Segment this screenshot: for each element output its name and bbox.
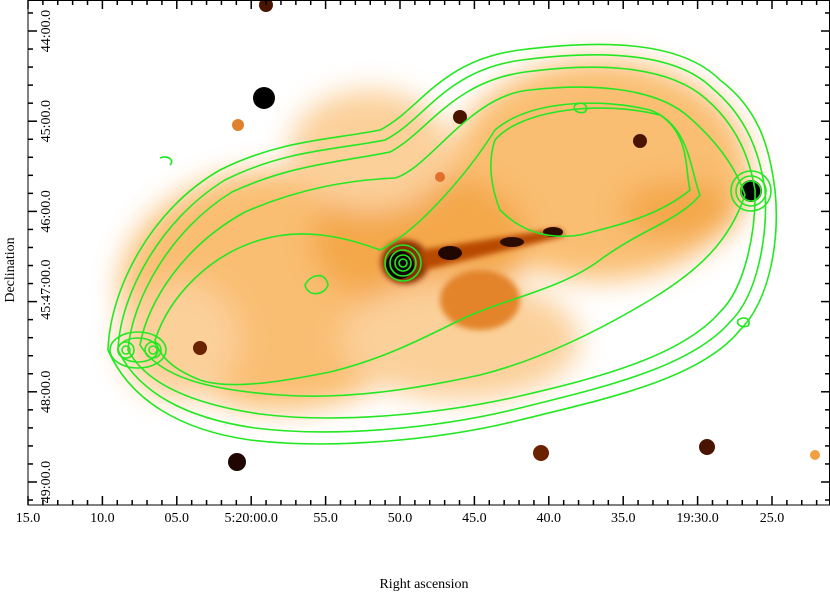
radio-contours — [107, 43, 778, 445]
x-tick-label: 05.0 — [165, 511, 190, 526]
y-tick-label: 46:00.0 — [39, 190, 54, 232]
x-tick-label: 45.0 — [462, 511, 487, 526]
x-tick-label: 40.0 — [537, 511, 562, 526]
y-tick-label: 48:00.0 — [39, 371, 54, 413]
x-tick-label: 25.0 — [760, 511, 785, 526]
y-tick-label: 44:00.0 — [39, 10, 54, 52]
y-tick-label: 45:00.0 — [39, 100, 54, 142]
y-tick-label: 45:47:00.0 — [39, 259, 54, 319]
x-tick-label: 55.0 — [313, 511, 338, 526]
y-axis-title: Declination — [3, 237, 18, 302]
x-tick-label: 35.0 — [611, 511, 636, 526]
x-tick-label: 5:20:00.0 — [225, 511, 278, 526]
x-tick-label: 15.0 — [16, 511, 41, 526]
sky-image — [28, 0, 830, 505]
y-tick-label: 49:00.0 — [39, 461, 54, 503]
x-axis-title: Right ascension — [379, 577, 468, 592]
x-tick-label: 19:30.0 — [676, 511, 718, 526]
x-tick-label: 50.0 — [388, 511, 413, 526]
x-tick-label: 10.0 — [90, 511, 115, 526]
tick-marks — [27, 0, 830, 505]
point-sources — [193, 0, 820, 471]
